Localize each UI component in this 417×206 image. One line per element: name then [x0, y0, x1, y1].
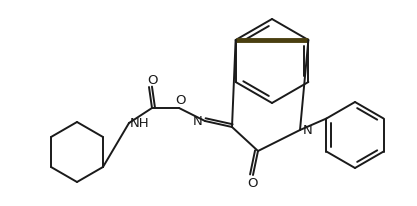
Text: O: O [248, 176, 258, 189]
Text: N: N [303, 123, 313, 136]
Text: O: O [175, 94, 185, 107]
Text: O: O [147, 74, 157, 87]
Text: NH: NH [130, 117, 150, 130]
Text: N: N [193, 115, 203, 128]
